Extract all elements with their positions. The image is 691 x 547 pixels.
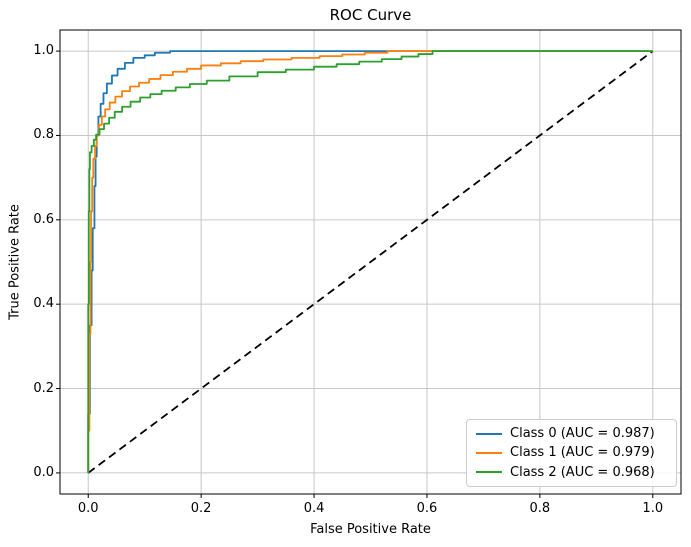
- chart-title: ROC Curve: [329, 6, 412, 24]
- x-tick-label: 0.6: [416, 501, 438, 516]
- x-tick-label: 0.0: [77, 501, 99, 516]
- x-axis-label: False Positive Rate: [310, 522, 431, 537]
- x-tick-label: 1.0: [642, 501, 664, 516]
- y-tick-label: 0.6: [33, 211, 54, 227]
- plot-spines: [59, 29, 682, 495]
- legend-entry-class-2: Class 2 (AUC = 0.968): [476, 465, 667, 480]
- y-tick-label: 0.8: [33, 127, 54, 143]
- legend-entry-class-1: Class 1 (AUC = 0.979): [476, 445, 667, 460]
- y-tick-label: 1.0: [33, 43, 54, 59]
- legend-swatch-class-1: [476, 451, 502, 454]
- y-tick-label: 0.0: [33, 464, 54, 480]
- legend-label-class-2: Class 2 (AUC = 0.968): [510, 464, 655, 480]
- legend-label-class-0: Class 0 (AUC = 0.987): [510, 426, 655, 442]
- legend-swatch-class-2: [476, 471, 502, 474]
- roc-curve-class-2: [87, 50, 653, 473]
- x-tick-label: 0.4: [303, 501, 325, 516]
- x-tick-label: 0.8: [529, 501, 551, 516]
- legend-label-class-1: Class 1 (AUC = 0.979): [510, 445, 655, 461]
- legend-swatch-class-0: [476, 432, 502, 435]
- legend-entry-class-0: Class 0 (AUC = 0.987): [476, 426, 667, 441]
- chance-diagonal: [87, 50, 654, 474]
- y-tick-label: 0.2: [33, 380, 54, 396]
- x-tick-label: 0.2: [190, 501, 212, 516]
- legend: Class 0 (AUC = 0.987) Class 1 (AUC = 0.9…: [466, 419, 677, 487]
- y-tick-label: 0.4: [33, 296, 54, 312]
- roc-curve-class-1: [87, 50, 653, 473]
- roc-curve-class-0: [87, 50, 653, 473]
